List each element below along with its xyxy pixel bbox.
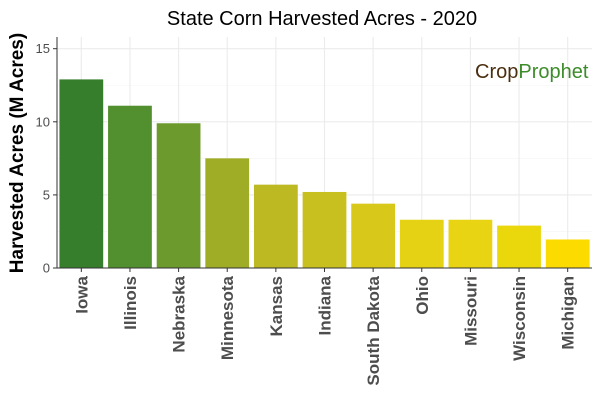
- x-tick-label: Indiana: [316, 275, 335, 335]
- chart-title: State Corn Harvested Acres - 2020: [167, 8, 477, 30]
- bar-michigan: [545, 239, 590, 268]
- bar-south-dakota: [351, 203, 396, 268]
- bar-ohio: [399, 219, 444, 268]
- x-tick-label: Michigan: [559, 276, 578, 350]
- bar-kansas: [253, 184, 298, 268]
- bar-layer: [59, 79, 590, 269]
- x-tick-label: Missouri: [461, 276, 480, 346]
- x-tick-label: Nebraska: [170, 275, 189, 352]
- x-tick-label: Minnesota: [218, 275, 237, 360]
- bar-indiana: [302, 191, 347, 268]
- cropprophet-logo: CropProphet: [475, 61, 589, 83]
- bar-wisconsin: [497, 225, 541, 268]
- tick-layer: 0 5 10 15 Iowa Illinois Nebraska Minnesota Kansa…: [36, 37, 592, 386]
- bar-iowa: [59, 79, 104, 269]
- logo-text-crop: Crop: [475, 61, 518, 83]
- x-tick-label: Illinois: [121, 276, 140, 330]
- x-tick-label: Wisconsin: [510, 276, 529, 361]
- bar-minnesota: [205, 158, 250, 268]
- x-tick-label: Ohio: [413, 276, 432, 315]
- y-tick-label: 5: [43, 187, 50, 202]
- x-tick-label: South Dakota: [364, 275, 383, 385]
- logo-text: CropProphet: [475, 61, 589, 83]
- y-tick-label: 0: [43, 261, 50, 276]
- bar-nebraska: [156, 123, 201, 268]
- x-tick-label: Kansas: [267, 276, 286, 336]
- axis-layer: State Corn Harvested Acres - 2020 Harves…: [7, 8, 477, 273]
- x-tick-label: Iowa: [72, 275, 91, 313]
- bar-missouri: [448, 219, 493, 268]
- y-tick-label: 10: [36, 114, 50, 129]
- y-tick-label: 15: [36, 41, 50, 56]
- y-axis-label: Harvested Acres (M Acres): [7, 33, 28, 273]
- bar-illinois: [108, 105, 152, 268]
- logo-text-prophet: Prophet: [518, 61, 588, 83]
